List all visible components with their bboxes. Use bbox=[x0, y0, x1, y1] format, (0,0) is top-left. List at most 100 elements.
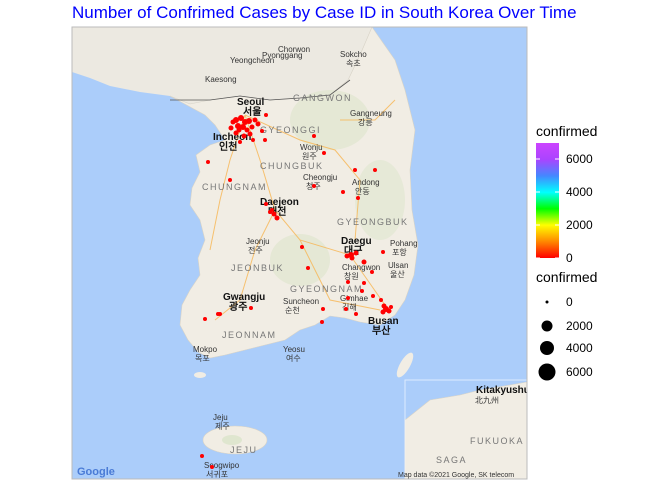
case-point bbox=[228, 178, 232, 182]
label-jeju-kr: 제주 bbox=[215, 422, 230, 431]
label-gangwon: GANGWON bbox=[293, 93, 352, 103]
color-tick-label: 6000 bbox=[566, 152, 593, 166]
label-changwon-kr: 창원 bbox=[344, 272, 359, 281]
size-legend-title: confirmed bbox=[536, 269, 597, 285]
case-point bbox=[264, 113, 268, 117]
size-key-dot bbox=[540, 341, 554, 355]
case-point bbox=[380, 309, 386, 315]
chart-title: Number of Confrimed Cases by Case ID in … bbox=[72, 3, 577, 22]
case-point bbox=[246, 118, 252, 124]
label-pohang: Pohang bbox=[390, 239, 418, 248]
label-andong: Andong bbox=[352, 178, 380, 187]
case-point bbox=[270, 208, 274, 212]
label-gyeonggi: GYEONGGI bbox=[260, 125, 321, 135]
label-suncheon-kr: 순천 bbox=[285, 305, 300, 315]
mountain-shade-gangwon bbox=[290, 90, 370, 150]
north-korea-land bbox=[72, 27, 372, 104]
label-sokcho-kr: 속초 bbox=[346, 59, 361, 68]
label-kitakyushu: Kitakyushu bbox=[476, 385, 530, 396]
label-seogwipo-kr: 서귀포 bbox=[206, 469, 228, 479]
label-gwangju-kr: 광주 bbox=[229, 301, 247, 313]
kyushu-land bbox=[404, 381, 527, 479]
case-point bbox=[354, 312, 358, 316]
case-point bbox=[306, 266, 310, 270]
label-busan: Busan bbox=[368, 316, 399, 327]
label-gimhae-kr: 김해 bbox=[342, 302, 357, 312]
label-ulsan: Ulsan bbox=[388, 261, 408, 270]
case-point bbox=[346, 296, 350, 300]
case-point bbox=[238, 140, 242, 144]
case-point bbox=[389, 305, 393, 309]
case-point bbox=[200, 454, 204, 458]
case-point bbox=[373, 168, 377, 172]
case-point bbox=[264, 202, 268, 206]
case-point bbox=[312, 184, 316, 188]
label-kitakyushu-jp: 北九州 bbox=[475, 396, 499, 405]
case-point bbox=[300, 245, 304, 249]
label-changwon: Changwon bbox=[342, 263, 380, 272]
case-point bbox=[216, 312, 220, 316]
case-point bbox=[203, 317, 207, 321]
size-key-label: 4000 bbox=[566, 341, 593, 355]
label-suncheon: Suncheon bbox=[283, 297, 319, 306]
label-jeonju: Jeonju bbox=[246, 237, 270, 246]
case-point bbox=[321, 307, 325, 311]
size-key-label: 2000 bbox=[566, 319, 593, 333]
label-jeju-region: JEJU bbox=[230, 445, 258, 455]
mountain-shade-south bbox=[270, 234, 330, 286]
label-incheon-kr: 인천 bbox=[219, 140, 237, 153]
inset-frame bbox=[404, 379, 527, 479]
size-key-dot bbox=[538, 363, 556, 381]
case-point bbox=[341, 190, 345, 194]
label-pohang-kr: 포항 bbox=[392, 248, 407, 257]
label-incheon: Incheon bbox=[213, 132, 251, 143]
size-key-dot bbox=[545, 300, 549, 304]
label-sokcho: Sokcho bbox=[340, 50, 367, 59]
case-point bbox=[230, 119, 236, 125]
case-point bbox=[379, 298, 383, 302]
case-point bbox=[240, 124, 246, 130]
case-point bbox=[348, 252, 354, 258]
case-point bbox=[322, 151, 326, 155]
case-point bbox=[312, 134, 316, 138]
case-point bbox=[238, 115, 244, 121]
label-gyeongbuk: GYEONGBUK bbox=[337, 217, 409, 227]
case-point bbox=[235, 123, 241, 129]
tsushima-island bbox=[396, 352, 414, 378]
case-point bbox=[356, 196, 360, 200]
case-point bbox=[370, 270, 374, 274]
case-point bbox=[244, 127, 250, 133]
color-bar bbox=[536, 143, 559, 258]
label-pyonggang: Pyonggang bbox=[262, 51, 302, 60]
case-point bbox=[252, 117, 258, 123]
roads bbox=[209, 99, 396, 321]
color-legend-title: confirmed bbox=[536, 123, 597, 139]
case-point bbox=[233, 130, 239, 136]
label-yeosu-kr: 여수 bbox=[286, 353, 301, 363]
case-point bbox=[249, 306, 253, 310]
label-gangneung: Gangneung bbox=[350, 109, 392, 118]
label-chorwon: Chorwon bbox=[278, 45, 310, 54]
label-gyeongnam: GYEONGNAM bbox=[290, 284, 363, 294]
size-legend: confirmed 0 2000 4000 6000 bbox=[536, 269, 597, 381]
label-gimhae: Gimhae bbox=[340, 294, 369, 303]
label-gangneung-kr: 강릉 bbox=[358, 117, 373, 127]
label-seogwipo: Seogwipo bbox=[204, 461, 240, 470]
case-point bbox=[249, 124, 255, 130]
map-credits: Map data ©2021 Google, SK telecom bbox=[398, 471, 514, 479]
case-point bbox=[381, 250, 385, 254]
case-point bbox=[247, 131, 253, 137]
size-key-label: 6000 bbox=[566, 365, 593, 379]
case-point bbox=[255, 121, 261, 127]
color-tick-label: 4000 bbox=[566, 185, 593, 199]
label-seoul-kr: 서울 bbox=[243, 105, 261, 118]
google-logo: Google bbox=[77, 466, 115, 478]
case-point bbox=[346, 280, 350, 284]
case-point bbox=[228, 125, 234, 131]
label-wonju: Wonju bbox=[300, 143, 323, 152]
case-point bbox=[251, 138, 255, 142]
jeju-mountain bbox=[222, 435, 242, 445]
label-mokpo: Mokpo bbox=[193, 345, 218, 354]
